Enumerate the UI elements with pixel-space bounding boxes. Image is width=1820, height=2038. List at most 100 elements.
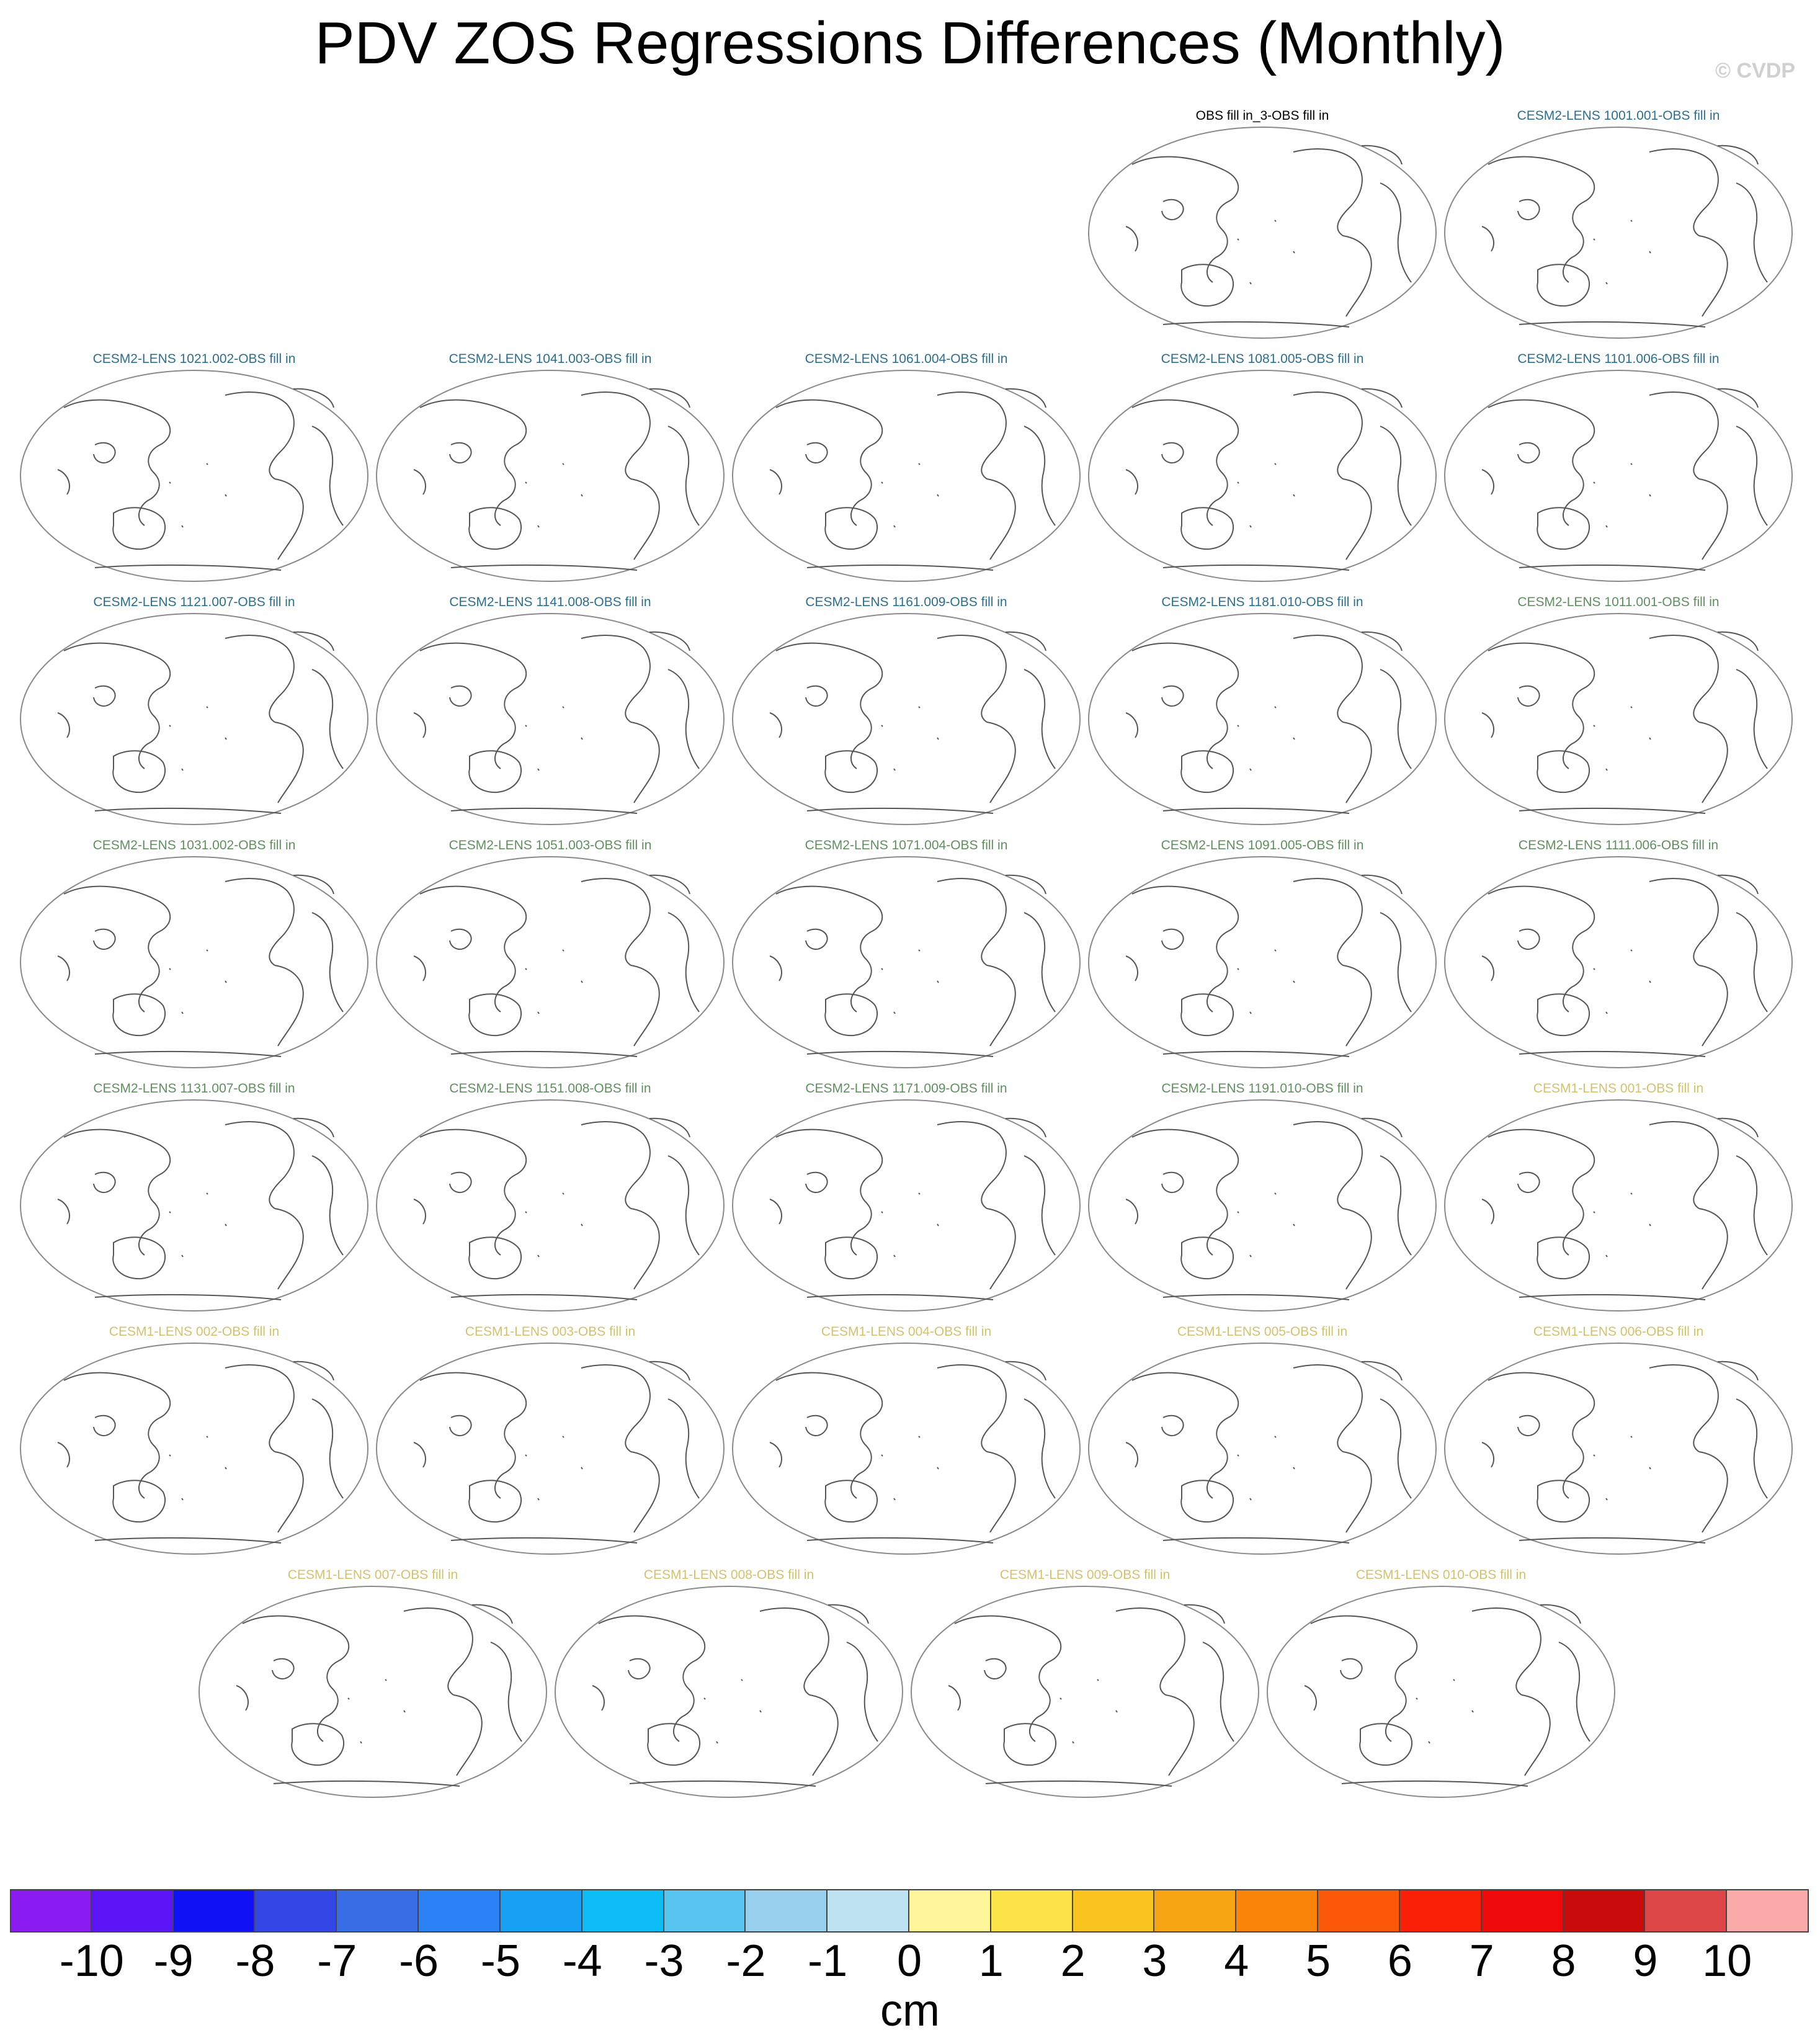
coastline — [1162, 1294, 1350, 1300]
coastline — [311, 1155, 344, 1256]
coastline — [450, 807, 638, 814]
coastline — [1593, 1192, 1651, 1258]
map-outline — [732, 370, 1081, 582]
colorbar-tick-label: -8 — [235, 1936, 275, 1986]
coastline — [775, 1128, 883, 1256]
coastline — [1481, 1442, 1494, 1468]
coastline — [1125, 226, 1138, 252]
colorbar-tick-label: -4 — [562, 1936, 602, 1986]
coastline — [1125, 1442, 1138, 1468]
coastline — [413, 955, 426, 981]
coastline — [1593, 706, 1651, 771]
colorbar-tick-label: -3 — [644, 1936, 684, 1986]
colorbar-tick-label: 7 — [1469, 1936, 1494, 1986]
panel-label: CESM2-LENS 1131.007-OBS fill in — [93, 1081, 295, 1096]
coastline — [274, 1208, 304, 1290]
coastline — [1717, 1361, 1759, 1381]
coastline — [1342, 1208, 1372, 1290]
coastlines — [1481, 874, 1768, 1057]
coastline — [806, 1294, 994, 1300]
colorbar-swatch — [419, 1889, 501, 1933]
coastline — [703, 1679, 762, 1744]
coastline — [1537, 507, 1590, 550]
coastline — [986, 478, 1016, 560]
colorbar-tick-label: -1 — [808, 1936, 848, 1986]
colorbar-swatch — [1481, 1889, 1564, 1933]
coastline — [93, 685, 116, 707]
coastline — [274, 722, 304, 803]
coastline — [112, 750, 166, 793]
map-outline — [376, 370, 725, 582]
coastline — [1180, 1480, 1234, 1523]
panel-label: CESM2-LENS 1051.003-OBS fill in — [448, 838, 652, 852]
coastline — [1649, 1364, 1719, 1452]
coastline — [1293, 635, 1363, 723]
colorbar-tick-label: -6 — [399, 1936, 439, 1986]
coastline — [1717, 388, 1759, 408]
map-panel: CESM1-LENS 004-OBS fill in — [729, 1324, 1083, 1566]
colorbar-swatch — [337, 1889, 419, 1933]
colorbar-tick-label: -5 — [480, 1936, 520, 1986]
coastline — [1024, 669, 1056, 769]
coastline — [759, 1607, 829, 1696]
coastline — [1161, 442, 1184, 463]
coastline — [824, 507, 878, 550]
map-outline — [1444, 856, 1793, 1068]
colorbar-tick-label: 6 — [1387, 1936, 1412, 1986]
coastline — [450, 564, 638, 571]
coastline — [525, 706, 583, 771]
coastline — [311, 669, 344, 769]
coastline — [311, 1398, 344, 1499]
coastline — [453, 1694, 483, 1776]
coastlines — [1125, 1117, 1412, 1300]
coastlines — [57, 388, 344, 571]
coastline — [1310, 1615, 1418, 1742]
coastline — [450, 1537, 638, 1544]
map-panel: CESM2-LENS 1161.009-OBS fill in — [729, 594, 1083, 836]
coastline — [525, 1436, 583, 1501]
coastline — [1380, 182, 1412, 283]
coastline — [806, 807, 994, 814]
coastline — [775, 399, 883, 526]
coastline — [419, 399, 527, 526]
coastline — [1161, 1171, 1184, 1193]
coastline — [881, 706, 939, 771]
coastline — [769, 955, 782, 981]
world-map — [199, 1586, 547, 1798]
panel-label: CESM2-LENS 1091.005-OBS fill in — [1161, 838, 1364, 852]
world-map — [376, 1343, 725, 1555]
coastline — [954, 1615, 1062, 1742]
coastline — [449, 1171, 472, 1193]
coastline — [94, 1294, 282, 1300]
coastlines — [57, 1361, 344, 1544]
coastline — [937, 1121, 1007, 1209]
world-map — [20, 1343, 368, 1555]
panel-label: CESM1-LENS 009-OBS fill in — [999, 1568, 1171, 1582]
coastline — [1380, 1155, 1412, 1256]
colorbar-tick-label: 1 — [978, 1936, 1004, 1986]
coastline — [628, 1658, 651, 1679]
coastline — [667, 426, 700, 526]
coastline — [93, 1171, 116, 1193]
colorbar-swatch — [500, 1889, 582, 1933]
coastline — [419, 1128, 527, 1256]
coastline — [1237, 1192, 1295, 1258]
world-map — [20, 613, 368, 825]
map-panel: CESM2-LENS 1051.003-OBS fill in — [373, 838, 727, 1079]
coastline — [1180, 1236, 1234, 1280]
panel-label: CESM2-LENS 1161.009-OBS fill in — [805, 595, 1007, 609]
coastline — [1161, 1415, 1184, 1436]
coastline — [1537, 1236, 1590, 1280]
coastline — [1024, 426, 1056, 526]
world-map — [1088, 856, 1437, 1068]
coastline — [1649, 635, 1719, 723]
colorbar-swatch — [91, 1889, 174, 1933]
coastline — [630, 1208, 660, 1290]
coastline — [1237, 220, 1295, 285]
world-map — [1088, 127, 1437, 339]
coastline — [937, 1364, 1007, 1452]
map-outline — [732, 613, 1081, 825]
colorbar-tick-label: 5 — [1306, 1936, 1331, 1986]
coastline — [805, 928, 828, 950]
map-outline — [555, 1586, 903, 1798]
